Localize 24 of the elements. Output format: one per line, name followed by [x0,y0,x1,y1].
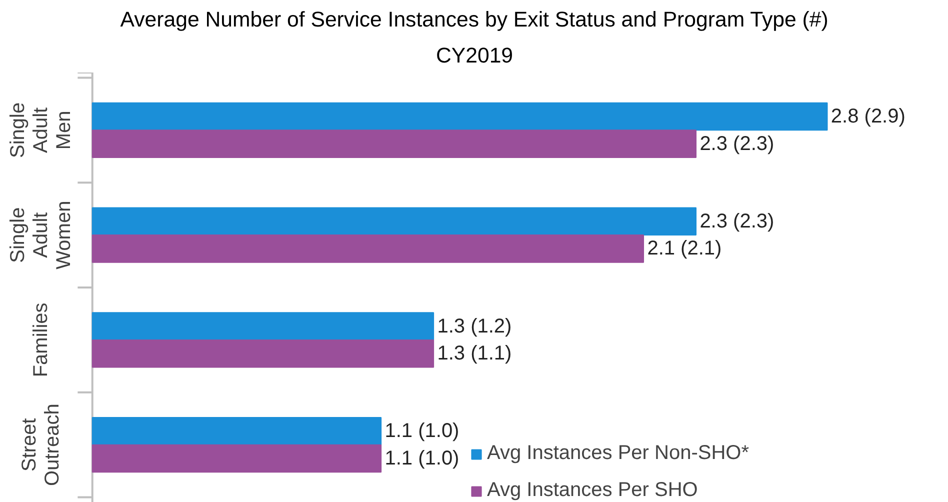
y-tick-label: Single Adult Women [6,200,76,270]
data-label: 1.1 (1.0) [384,420,460,442]
y-tick-label: Families [30,302,52,378]
y-tick-label: Street Outreach [18,404,64,486]
legend-label: Avg Instances Per SHO [487,479,698,502]
data-label: 2.8 (2.9) [830,106,906,128]
bar [92,102,828,131]
bar [92,130,697,158]
chart-subtitle: CY2019 [436,44,514,68]
bar [92,234,644,263]
chart-title: Average Number of Service Instances by Exit Status and Program Type (#) [120,8,828,32]
data-label: 2.3 (2.3) [700,210,774,232]
data-label: 2.1 (2.1) [647,238,722,260]
bar [92,444,382,473]
bar [92,417,382,446]
bar [92,207,697,236]
data-label: 2.3 (2.3) [700,132,774,155]
y-tick-label: Single Adult Men [6,102,76,158]
data-label: 1.1 (1.0) [384,447,460,470]
data-label: 1.3 (1.2) [437,315,512,338]
bar [92,312,434,340]
data-label: 1.3 (1.1) [437,342,512,365]
legend-label: Avg Instances Per Non-SHO* [487,442,749,465]
bar [92,339,434,368]
